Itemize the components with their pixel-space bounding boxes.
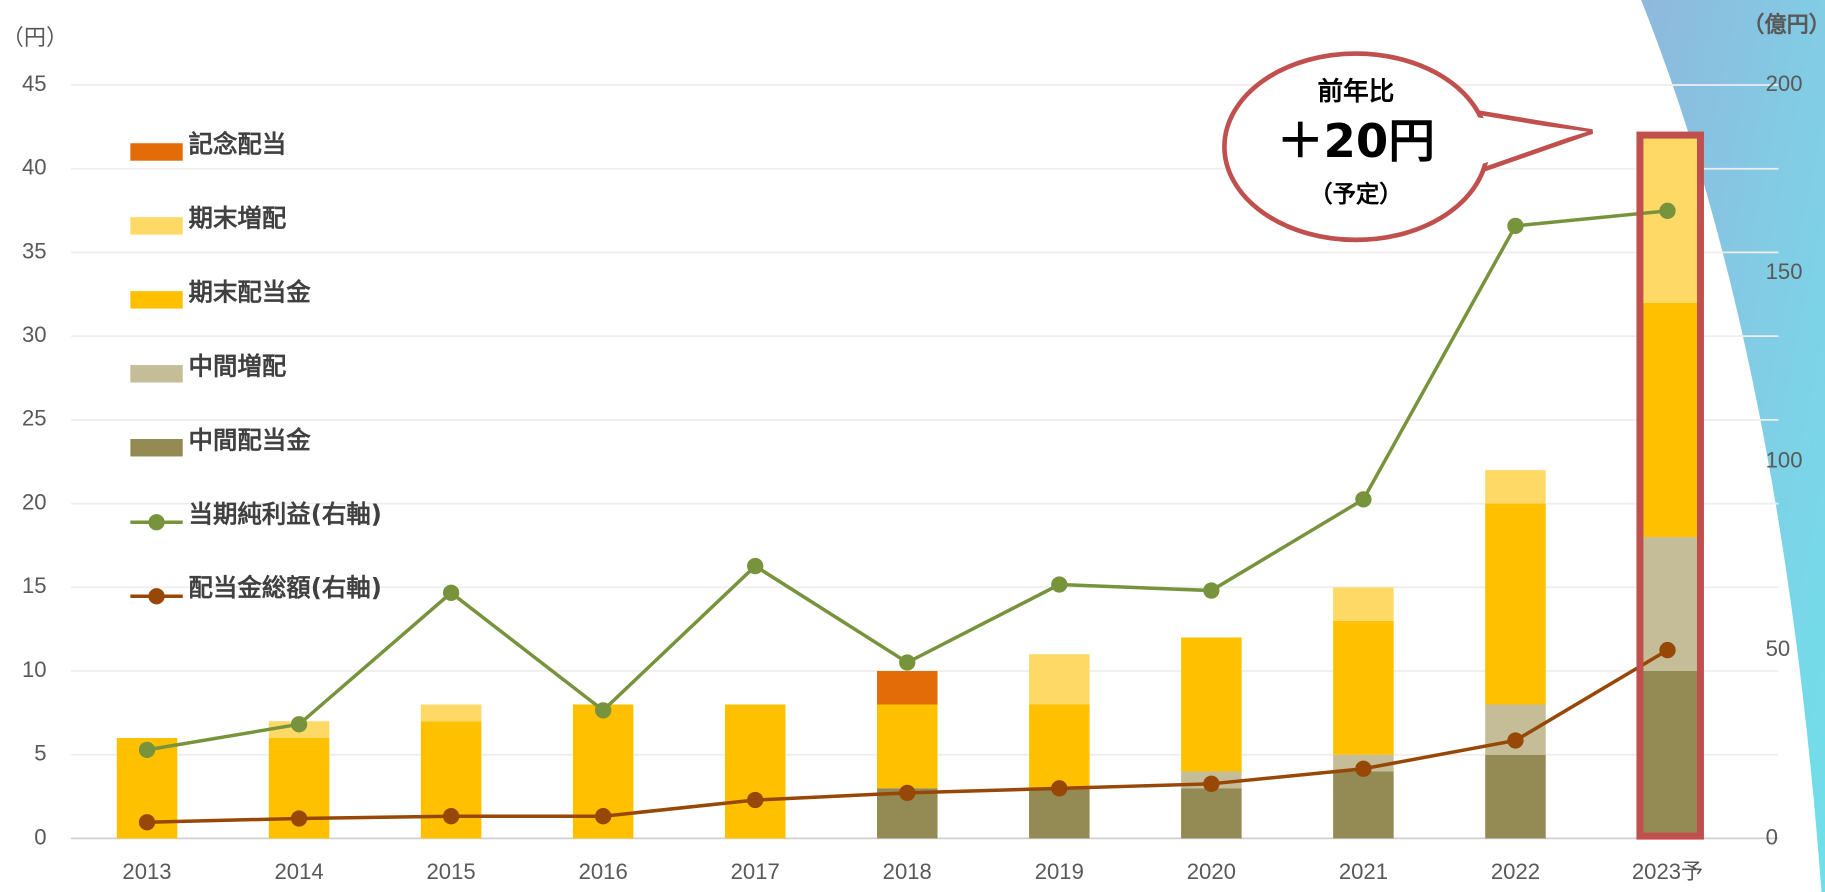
callout-text: ＋20円 [1277,114,1435,168]
legend-swatch [130,365,183,383]
y-axis-unit: （円） [2,25,68,51]
line-marker [290,810,308,827]
highlight-frame [1636,131,1704,840]
legend-label: 期末増配 [189,204,287,233]
bar-segment [1637,302,1698,538]
legend-swatch [130,439,183,457]
line-marker [1355,760,1372,777]
y-tick-label: 45 [22,71,47,96]
y-tick-label: 30 [22,322,47,347]
y-tick-label: 25 [22,406,47,431]
line-marker [1507,217,1524,235]
bar-segment [1485,503,1546,705]
line-marker [1203,775,1220,792]
y2-tick-label: 100 [1766,448,1803,473]
x-tick-label: 2017 [731,859,780,884]
line-marker [138,814,156,831]
legend-label: 記念配当 [189,130,287,159]
bar-segment [420,704,482,722]
callout-text: （予定） [1309,181,1402,208]
y2-axis-unit: （億円） [1742,12,1825,38]
legend-swatch [148,514,165,531]
y-tick-label: 5 [34,741,46,766]
y-tick-label: 20 [22,489,47,514]
callout: 前年比 ＋20円 （予定） [1222,51,1593,243]
line-marker [1659,641,1676,659]
callout-text: 前年比 [1318,76,1395,107]
line-marker [1051,780,1068,797]
bar-segment [724,704,786,839]
line-marker [138,741,156,759]
line-marker [1355,491,1372,508]
bar-segment [1333,620,1394,755]
x-tick-label: 2019 [1035,859,1084,884]
x-tick-label: 2018 [883,859,932,884]
plot: 0 5 10 15 20 25 30 35 40 45 0 50 100 150 200 2013 2014 20… [22,71,1803,884]
bar-segment [1181,637,1242,772]
bar-segment [1485,470,1546,504]
x-tick-label: 2014 [274,859,323,884]
x-tick-label: 2016 [579,859,628,884]
legend-swatch [130,143,183,161]
y-tick-label: 10 [22,657,47,682]
line-marker [1203,582,1220,599]
line-marker [747,791,764,809]
bar-segment [877,671,938,705]
line-marker [595,808,612,825]
line-marker [747,557,764,575]
legend-swatch [148,588,165,605]
y-tick-label: 15 [22,573,47,598]
line-marker [290,716,308,733]
x-tick-label: 2015 [427,859,476,884]
legend-label: 配当金総額(右軸) [189,573,382,602]
line-marker [442,808,460,825]
line-marker [899,784,916,802]
y-tick-label: 35 [22,238,47,263]
line-marker [595,702,612,719]
x-tick-label: 2023予 [1632,859,1703,884]
y2-tick-label: 0 [1766,824,1778,849]
y-tick-label: 40 [22,155,47,180]
bar-segment [1029,788,1090,839]
legend-label: 中間配当金 [189,425,312,454]
y2-tick-label: 200 [1766,71,1803,96]
line-marker [899,654,916,671]
x-tick-label: 2021 [1339,859,1388,884]
bar-segment [1333,771,1394,839]
y2-tick-label: 50 [1766,636,1791,661]
bar-segment [1029,654,1090,705]
bar-segment [877,704,938,789]
legend-label: 中間増配 [189,351,287,380]
bar-segment [1181,788,1242,839]
x-tick-label: 2013 [122,859,171,884]
bar-segment [1485,754,1546,839]
line-marker [442,584,460,601]
line-marker [1507,732,1524,749]
legend-label: 期末配当金 [189,277,312,306]
line-marker [1051,576,1068,593]
line-marker [1659,202,1676,219]
x-tick-label: 2020 [1187,859,1236,884]
y2-tick-label: 150 [1766,259,1803,284]
legend-swatch [130,217,183,235]
bar-segment [1637,671,1698,839]
legend-label: 当期純利益(右軸) [189,499,382,528]
y-tick-label: 0 [34,824,46,849]
x-tick-label: 2022 [1491,859,1540,884]
bar-segment [1029,704,1090,789]
background-decoration [1641,0,1825,892]
bar-segment [1333,587,1394,621]
legend-swatch [130,291,183,309]
